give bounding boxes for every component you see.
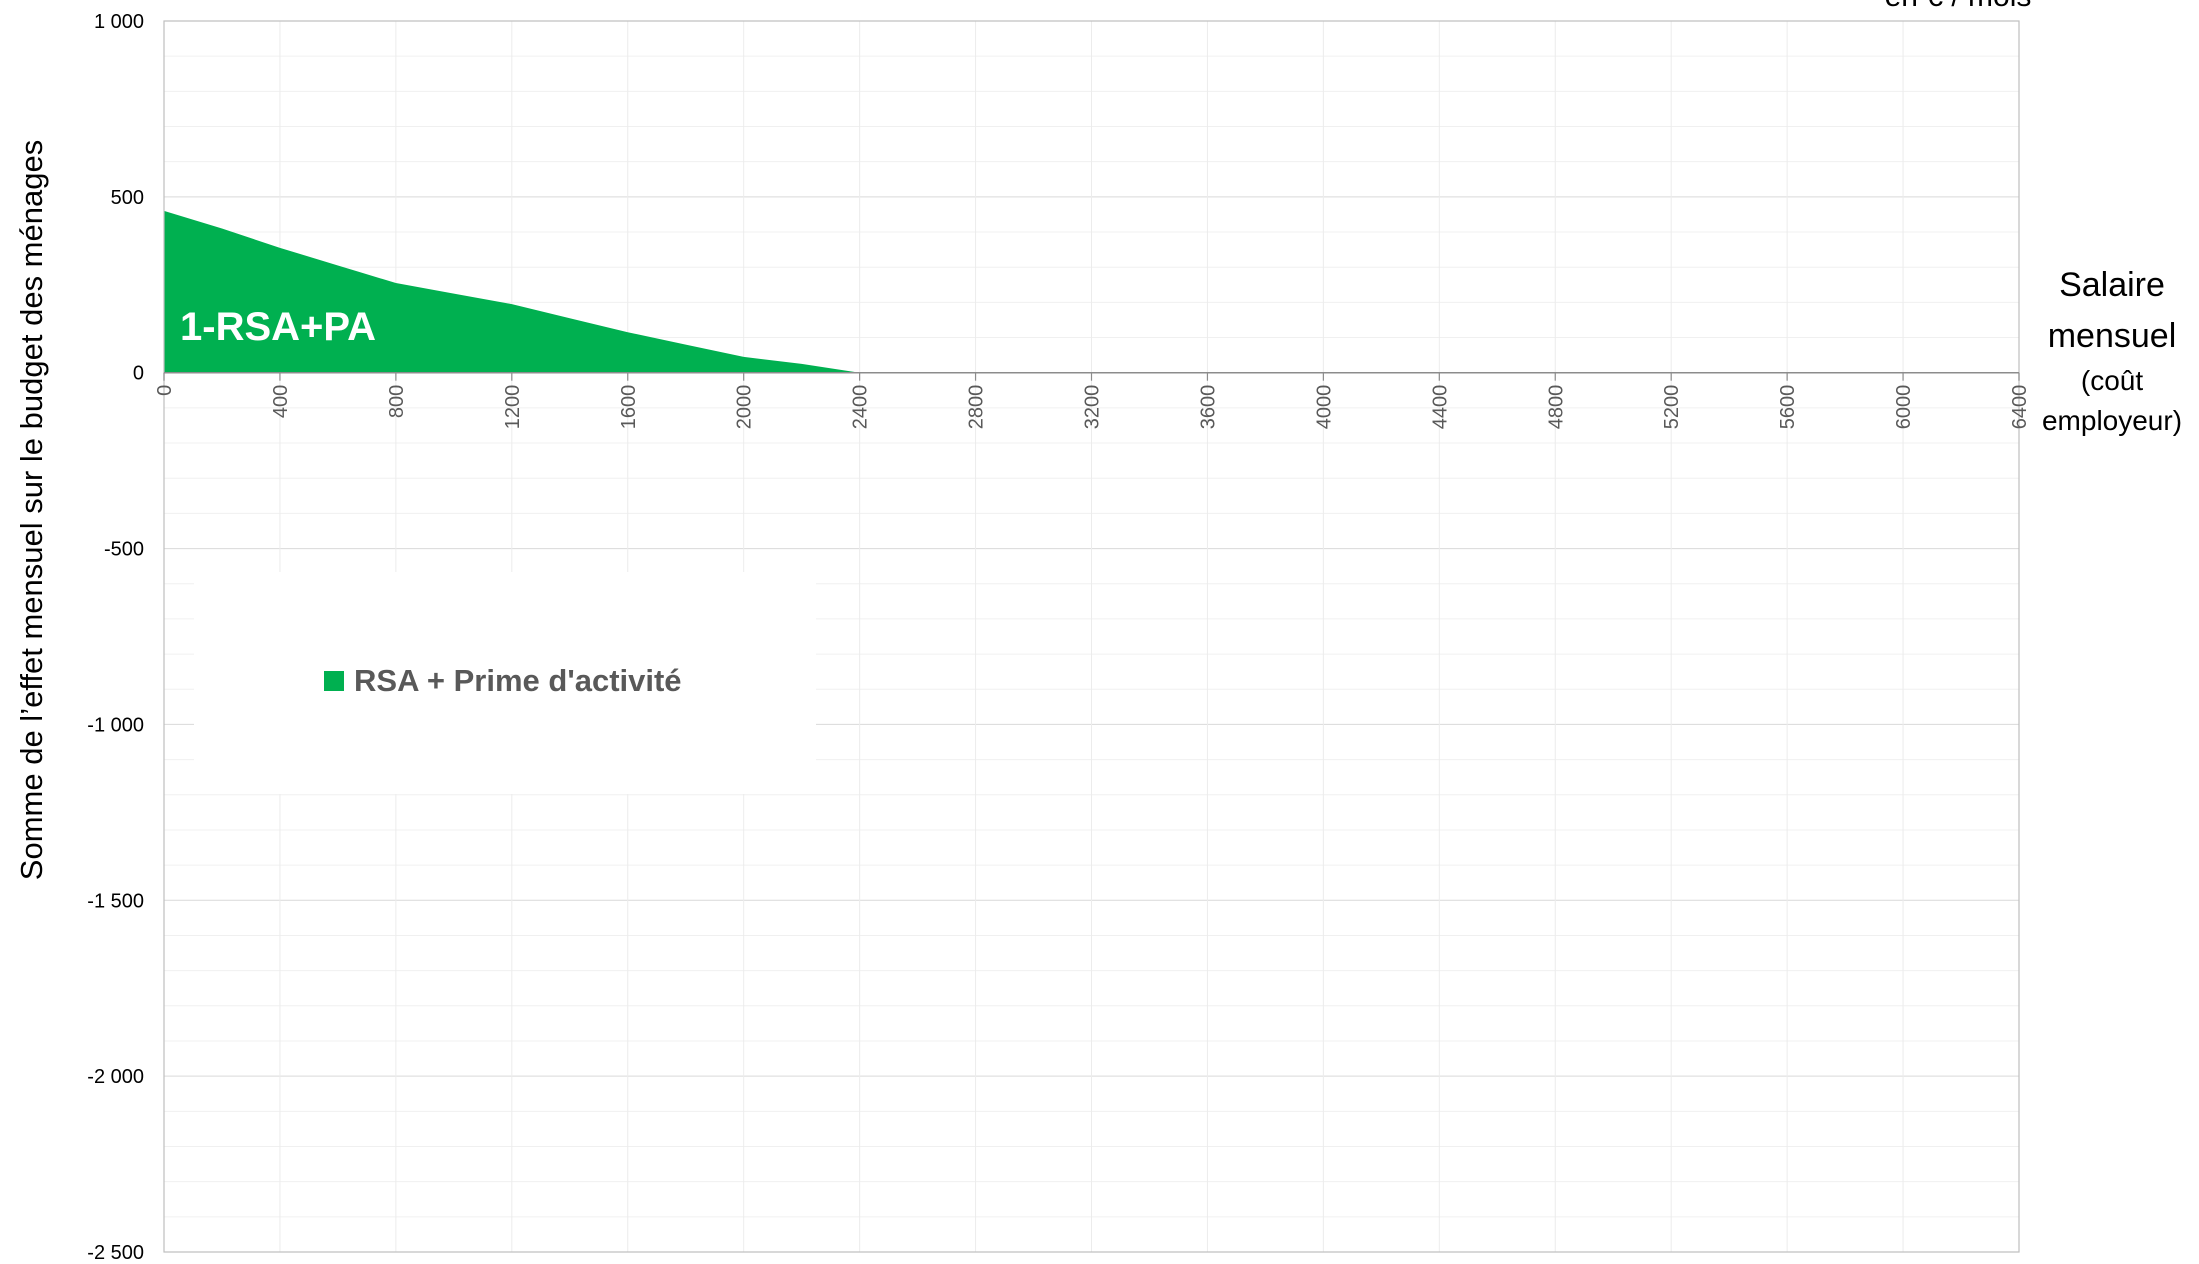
series-annotation-label: 1-RSA+PA xyxy=(180,305,376,349)
plot-border xyxy=(163,20,2020,1253)
y-tick-label: -1 500 xyxy=(87,890,144,912)
axes-layer xyxy=(163,20,2020,1253)
x-tick-label: 1200 xyxy=(502,385,524,430)
x-tick-label: 4400 xyxy=(1429,385,1451,430)
y-tick-labels: 1 000 500 0 -500 -1 000 -1 500 -2 000 -2 500 xyxy=(87,11,144,1264)
x-axis-title-line-1: Salaire xyxy=(2059,266,2165,304)
x-tick-label: 3600 xyxy=(1197,385,1219,430)
x-tick-label: 2800 xyxy=(966,385,988,430)
legend-swatch xyxy=(324,671,344,691)
x-tick-labels: 0 400 800 1200 1600 2000 2400 2800 3200 3600 4000 4… xyxy=(154,385,2031,430)
y-tick-label: 1 000 xyxy=(94,11,144,33)
x-tick-label: 0 xyxy=(154,385,176,396)
x-tick-label: 5600 xyxy=(1777,385,1799,430)
y-tick-label: -1 000 xyxy=(87,714,144,736)
x-tick-label: 2400 xyxy=(850,385,872,430)
x-axis-subtitle-line-2: employeur) xyxy=(2042,405,2182,436)
y-tick-label: -2 000 xyxy=(87,1066,144,1088)
y-axis-title: Somme de l’effet mensuel sur le budget d… xyxy=(14,140,49,880)
legend-box xyxy=(194,572,816,794)
series-area-0 xyxy=(164,210,860,373)
y-tick-label: -500 xyxy=(104,539,144,561)
x-tick-label: 6400 xyxy=(2009,385,2031,430)
x-axis-title-line-2: mensuel xyxy=(2048,317,2177,355)
x-tick-label: 400 xyxy=(270,385,292,418)
x-tick-label: 3200 xyxy=(1082,385,1104,430)
x-axis-subtitle-line-1: (coût xyxy=(2081,365,2143,396)
x-tick-label: 5200 xyxy=(1661,385,1683,430)
y-tick-label: -2 500 xyxy=(87,1242,144,1259)
x-tick-label: 1600 xyxy=(618,385,640,430)
x-tick-label: 2000 xyxy=(734,385,756,430)
x-tick-label: 4000 xyxy=(1313,385,1335,430)
x-tick-label: 800 xyxy=(386,385,408,418)
series-layer xyxy=(164,210,860,373)
x-tick-label: 6000 xyxy=(1893,385,1915,430)
x-tick-label: 4800 xyxy=(1545,385,1567,430)
y-tick-label: 0 xyxy=(133,363,144,385)
unit-label: en € / mois xyxy=(1885,0,2032,13)
y-tick-label: 500 xyxy=(111,187,144,209)
legend: RSA + Prime d'activité xyxy=(194,572,816,794)
legend-label: RSA + Prime d'activité xyxy=(354,663,682,698)
